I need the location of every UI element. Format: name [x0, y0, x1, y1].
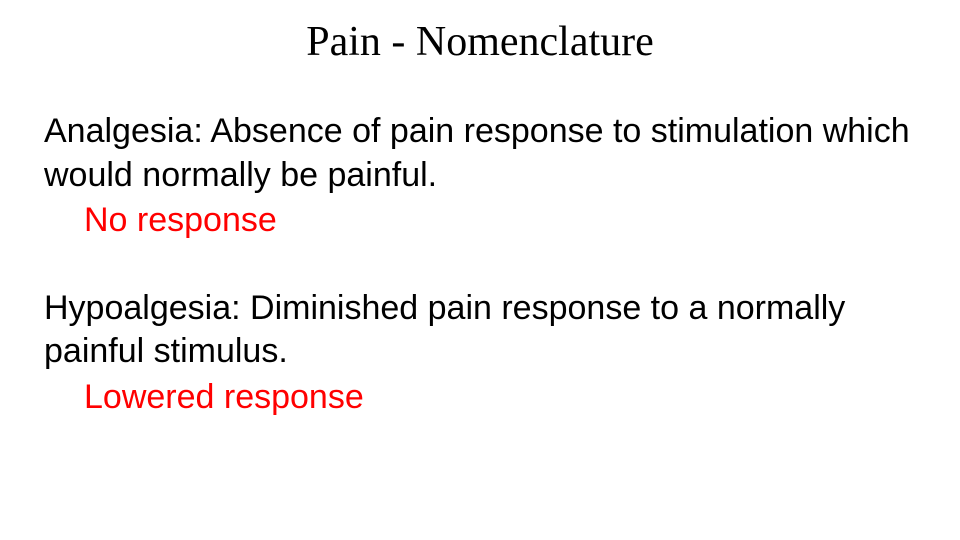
slide-title: Pain - Nomenclature: [40, 18, 920, 66]
slide: Pain - Nomenclature Analgesia: Absence o…: [0, 0, 960, 540]
summary-2: Lowered response: [84, 376, 916, 420]
definition-1: Analgesia: Absence of pain response to s…: [44, 110, 916, 197]
slide-body: Analgesia: Absence of pain response to s…: [44, 110, 916, 419]
definition-2: Hypoalgesia: Diminished pain response to…: [44, 287, 916, 374]
summary-1: No response: [84, 199, 916, 243]
